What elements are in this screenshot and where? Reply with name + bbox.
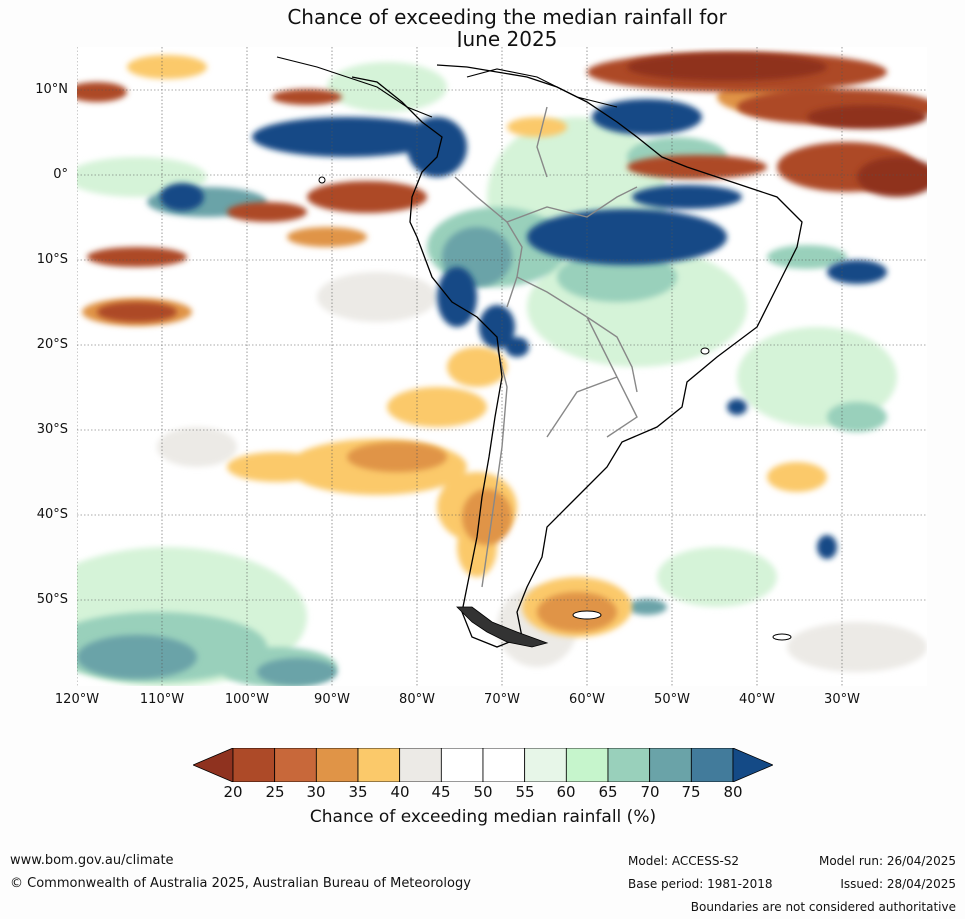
map-title-line2: June 2025	[456, 27, 558, 51]
south-america-coastline	[351, 64, 803, 648]
colorbar-tick: 30	[306, 783, 326, 801]
colorbar-segment	[440, 748, 484, 782]
lat-label-40s: 40°S	[36, 507, 68, 522]
lon-label-40w: 40°W	[739, 692, 775, 707]
colorbar	[193, 748, 773, 782]
map-title-line1: Chance of exceeding the median rainfall …	[287, 5, 727, 29]
lon-label-90w: 90°W	[314, 692, 350, 707]
colorbar-segment	[232, 748, 276, 782]
colorbar-segment	[399, 748, 442, 782]
dry-extreme-areas	[627, 53, 927, 197]
lat-label-50s: 50°S	[36, 592, 68, 607]
colorbar-segment	[315, 748, 359, 782]
colorbar-tick: 65	[598, 783, 618, 801]
lon-label-80w: 80°W	[399, 692, 435, 707]
colorbar-segment	[607, 748, 651, 782]
colorbar-segment	[649, 748, 692, 782]
graticule	[77, 47, 927, 686]
caribbean-coastline	[466, 68, 618, 108]
colorbar-segment	[482, 748, 526, 782]
lon-label-30w: 30°W	[824, 692, 860, 707]
rainfall-probability-map	[77, 47, 927, 686]
colorbar-extend-low	[193, 748, 234, 782]
colorbar-tick: 75	[681, 783, 701, 801]
boundaries-note: Boundaries are not considered authoritat…	[690, 900, 956, 914]
country-borders	[454, 106, 638, 588]
colorbar-tick: 55	[515, 783, 535, 801]
central-america-coastline	[276, 56, 433, 118]
lat-label-20s: 20°S	[36, 337, 68, 352]
colorbar-tick: 45	[431, 783, 451, 801]
lon-label-120w: 120°W	[54, 692, 100, 707]
tierra-del-fuego	[456, 606, 549, 648]
base-period-text: Base period: 1981-2018	[628, 877, 773, 891]
lat-label-0: 0°	[53, 167, 68, 182]
colorbar-tick: 60	[556, 783, 576, 801]
lon-label-110w: 110°W	[139, 692, 185, 707]
model-text: Model: ACCESS-S2	[628, 854, 740, 868]
colorbar-segment	[357, 748, 401, 782]
colorbar-label: Chance of exceeding median rainfall (%)	[309, 807, 657, 827]
colorbar-segment	[565, 748, 609, 782]
colorbar-tick: 35	[348, 783, 368, 801]
colorbar-segment	[274, 748, 317, 782]
colorbar-tick: 70	[640, 783, 660, 801]
lat-label-10n: 10°N	[35, 82, 68, 97]
lat-label-10s: 10°S	[36, 252, 68, 267]
wet-areas	[160, 99, 887, 559]
colorbar-extend-high	[732, 748, 773, 782]
colorbar-tick: 80	[723, 783, 743, 801]
issued-text: Issued: 28/04/2025	[840, 877, 956, 891]
lon-label-60w: 60°W	[569, 692, 605, 707]
model-run-text: Model run: 26/04/2025	[818, 854, 956, 868]
colorbar-tick: 40	[390, 783, 410, 801]
copyright-text: © Commonwealth of Australia 2025, Austra…	[10, 876, 471, 891]
colorbar-tick: 50	[473, 783, 493, 801]
map-canvas	[77, 47, 927, 686]
colorbar-segment	[690, 748, 734, 782]
lon-label-100w: 100°W	[224, 692, 270, 707]
lon-label-70w: 70°W	[484, 692, 520, 707]
colorbar-segment	[524, 748, 567, 782]
colorbar-tick: 25	[265, 783, 285, 801]
lon-label-50w: 50°W	[654, 692, 690, 707]
colorbar-tick: 20	[223, 783, 243, 801]
islands	[318, 176, 792, 641]
lat-label-30s: 30°S	[36, 422, 68, 437]
website-text: www.bom.gov.au/climate	[10, 853, 174, 868]
